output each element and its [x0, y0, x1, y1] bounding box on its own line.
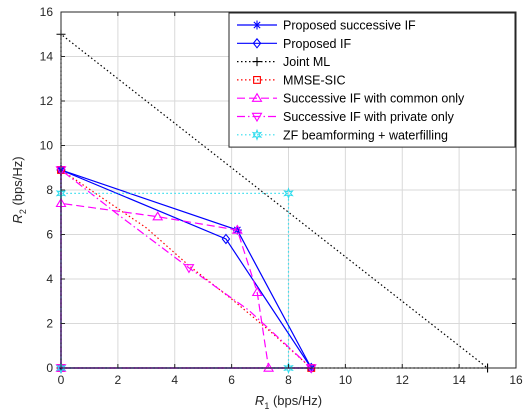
y-tick-label: 10 [40, 139, 54, 153]
data-point-proposed-if [221, 233, 231, 245]
legend-label: Successive IF with common only [283, 92, 465, 106]
data-point-successive-if-with-private-only [305, 364, 317, 374]
legend-entry-successive-if-with-common-only: Successive IF with common only [237, 92, 465, 106]
legend-swatch-marker [252, 37, 262, 49]
legend-box [228, 12, 516, 148]
y-tick-label: 8 [46, 183, 53, 197]
data-point-successive-if-with-private-only [183, 264, 195, 274]
y-axis-label: R2 (bps/Hz) [10, 156, 28, 223]
legend-entry-zf-beamforming-waterfilling: ZF beamforming + waterfilling [237, 128, 448, 142]
x-axis-label-subscript: 1 [264, 401, 269, 411]
legend: Proposed successive IF Proposed IF Joint M… [228, 12, 516, 148]
y-axis-label-subscript: 2 [18, 209, 28, 214]
legend-swatch-marker [252, 20, 262, 30]
legend-entry-proposed-successive-if: Proposed successive IF [237, 19, 416, 33]
y-tick-label: 16 [40, 5, 54, 19]
legend-swatch-marker [251, 128, 263, 141]
data-point-successive-if-with-common-only [251, 286, 263, 297]
x-axis-label: R1 (bps/Hz) [255, 393, 322, 411]
legend-swatch-marker [252, 57, 262, 67]
y-tick-label: 12 [40, 94, 54, 108]
legend-label: Proposed IF [283, 37, 351, 51]
legend-entry-joint-ml: Joint ML [237, 55, 330, 69]
data-point-successive-if-with-common-only [231, 224, 243, 234]
data-point-successive-if-with-common-only [152, 211, 164, 221]
axis-ticks: 0 2 4 6 8 10 12 14 16 0 2 4 6 8 10 12 14 16 [40, 5, 523, 387]
legend-label: MMSE-SIC [283, 73, 346, 87]
legend-label: Joint ML [283, 55, 330, 69]
y-tick-label: 14 [40, 50, 54, 64]
x-tick-label: 6 [228, 373, 235, 387]
x-tick-label: 16 [509, 373, 523, 387]
y-axis-label-symbol: R [10, 214, 25, 223]
legend-swatch-marker [253, 75, 261, 84]
legend-label: ZF beamforming + waterfilling [283, 128, 448, 142]
x-axis-label-symbol: R [255, 393, 264, 408]
x-axis-label-unit: (bps/Hz) [269, 393, 322, 408]
legend-entry-proposed-if: Proposed IF [237, 37, 351, 51]
legend-entry-mmse-sic: MMSE-SIC [237, 73, 346, 87]
x-tick-label: 0 [58, 373, 65, 387]
x-tick-label: 12 [396, 373, 410, 387]
y-axis-label-unit: (bps/Hz) [10, 156, 25, 209]
y-tick-label: 4 [46, 272, 53, 286]
legend-entry-successive-if-with-private-only: Successive IF with private only [237, 110, 455, 124]
data-point-zf-beamforming-waterfilling [55, 361, 67, 375]
x-tick-label: 10 [339, 373, 353, 387]
y-tick-label: 2 [46, 317, 53, 331]
data-point-zf-beamforming-waterfilling [283, 361, 294, 375]
x-tick-label: 2 [115, 373, 122, 387]
y-tick-label: 6 [46, 228, 53, 242]
legend-label: Successive IF with private only [283, 110, 455, 124]
x-tick-label: 14 [452, 373, 466, 387]
legend-swatch-marker [251, 92, 263, 102]
x-tick-label: 8 [285, 373, 292, 387]
x-tick-label: 4 [171, 373, 178, 387]
y-tick-label: 0 [46, 361, 53, 375]
legend-swatch-marker [251, 112, 263, 123]
legend-label: Proposed successive IF [283, 19, 416, 33]
data-point-successive-if-with-common-only [263, 362, 275, 372]
data-point-zf-beamforming-waterfilling [283, 187, 294, 200]
